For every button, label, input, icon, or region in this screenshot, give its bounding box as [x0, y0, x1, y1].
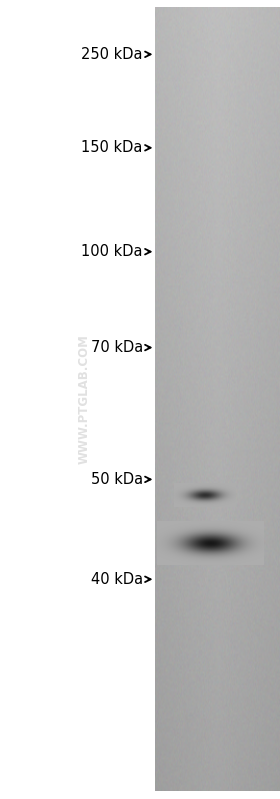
Text: WWW.PTGLAB.COM: WWW.PTGLAB.COM	[78, 335, 90, 464]
Text: 50 kDa: 50 kDa	[91, 472, 143, 487]
Text: 150 kDa: 150 kDa	[81, 141, 143, 155]
Text: 100 kDa: 100 kDa	[81, 244, 143, 259]
Text: 70 kDa: 70 kDa	[90, 340, 143, 355]
Text: 250 kDa: 250 kDa	[81, 47, 143, 62]
Text: 40 kDa: 40 kDa	[91, 572, 143, 586]
